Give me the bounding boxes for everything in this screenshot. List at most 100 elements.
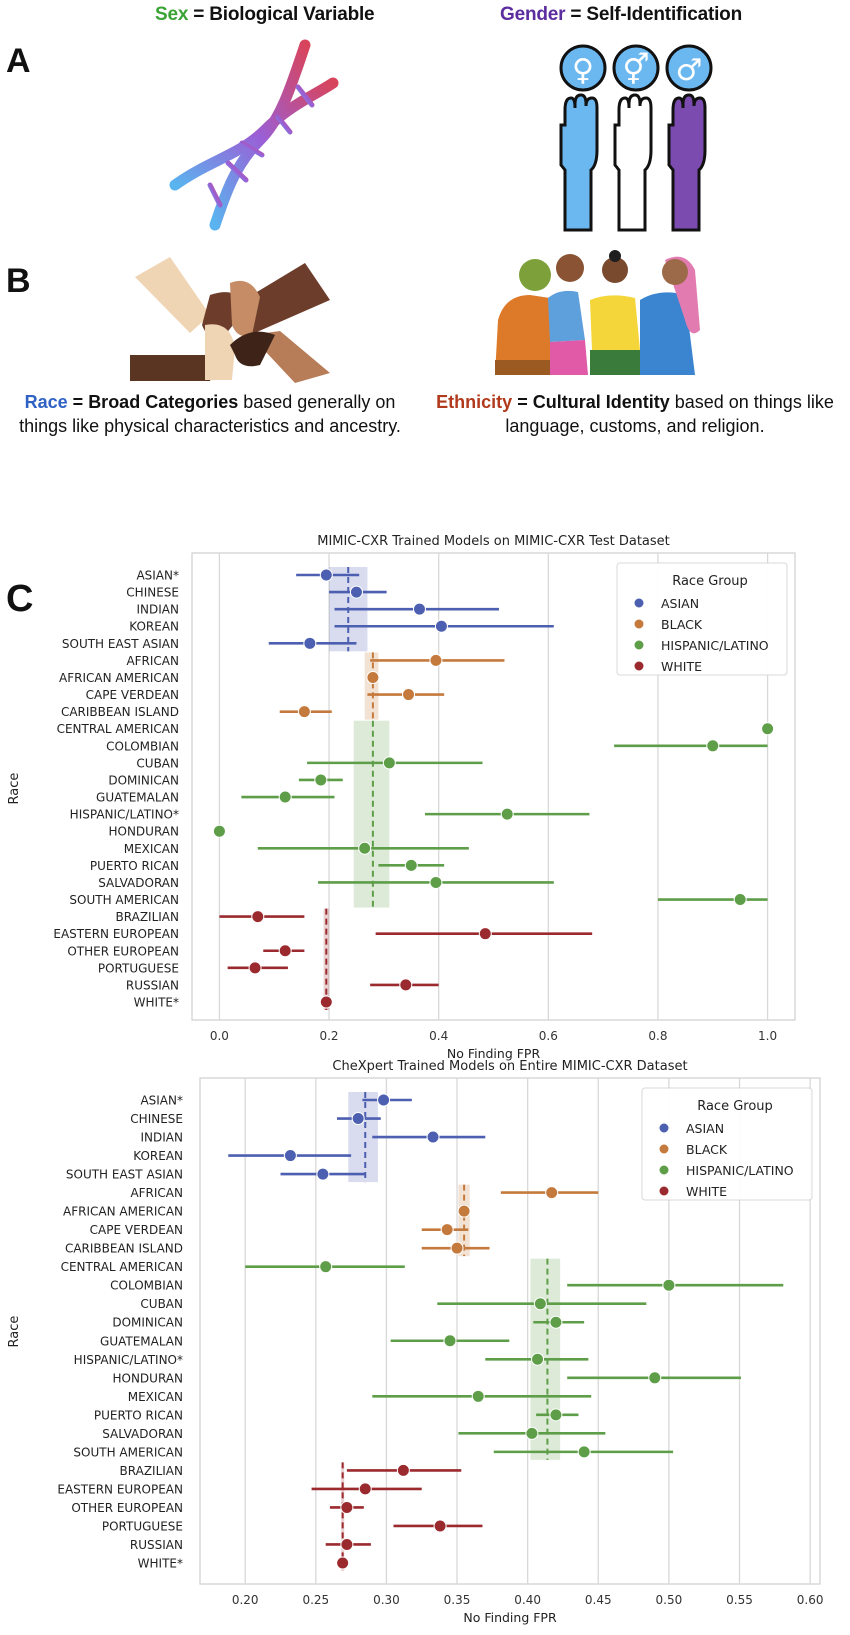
- data-point: [549, 1408, 563, 1422]
- female-symbol-icon: ♀: [559, 44, 607, 92]
- x-tick-label: 0.30: [373, 1593, 400, 1607]
- x-tick-label: 0.25: [302, 1593, 329, 1607]
- chart-chexpert: CheXpert Trained Models on Entire MIMIC-…: [7, 1059, 824, 1625]
- y-tick-label: SALVADORAN: [98, 876, 179, 890]
- y-tick-label: KOREAN: [133, 1149, 183, 1163]
- y-tick-label: MEXICAN: [128, 1390, 183, 1404]
- data-point: [429, 875, 443, 889]
- data-point: [382, 756, 396, 770]
- y-tick-label: BRAZILIAN: [116, 910, 179, 924]
- y-tick-label: PUERTO RICAN: [94, 1408, 183, 1422]
- data-point: [278, 790, 292, 804]
- y-tick-label: OTHER EUROPEAN: [71, 1501, 183, 1515]
- y-tick-label: INDIAN: [137, 603, 179, 617]
- legend-entry: WHITE: [661, 659, 702, 674]
- y-axis-label: Race: [7, 1316, 22, 1348]
- x-tick-label: 0.60: [797, 1593, 824, 1607]
- y-tick-label: DOMINICAN: [108, 773, 179, 787]
- y-tick-label: BRAZILIAN: [120, 1464, 183, 1478]
- panel-label-c: C: [6, 578, 34, 620]
- data-point: [377, 1093, 391, 1107]
- gender-term: Gender: [500, 4, 566, 25]
- y-tick-label: RUSSIAN: [126, 978, 179, 992]
- chart-title: MIMIC-CXR Trained Models on MIMIC-CXR Te…: [317, 534, 670, 549]
- race-term: Race: [24, 392, 68, 412]
- y-tick-label: AFRICAN AMERICAN: [59, 671, 179, 685]
- legend-entry: BLACK: [661, 617, 703, 632]
- legend-marker: [658, 1164, 670, 1176]
- data-point: [358, 841, 372, 855]
- legend-entry: HISPANIC/LATINO: [661, 638, 769, 653]
- group-ci-band: [364, 652, 379, 720]
- y-tick-label: WHITE*: [138, 1557, 183, 1571]
- data-point: [443, 1334, 457, 1348]
- data-point: [336, 1556, 350, 1570]
- sex-definition: = Biological Variable: [188, 4, 375, 25]
- legend-entry: WHITE: [686, 1184, 727, 1199]
- y-tick-label: HISPANIC/LATINO*: [70, 808, 179, 822]
- sex-heading: Sex = Biological Variable: [155, 4, 375, 26]
- x-tick-label: 1.0: [758, 1029, 777, 1043]
- y-tick-label: AFRICAN: [126, 654, 179, 668]
- data-point: [733, 893, 747, 907]
- y-tick-label: PUERTO RICAN: [90, 859, 179, 873]
- data-point: [402, 688, 416, 702]
- legend-entry: ASIAN: [686, 1121, 724, 1136]
- y-tick-label: SOUTH EAST ASIAN: [66, 1168, 183, 1182]
- race-bold: Broad Categories: [88, 392, 239, 412]
- ethnicity-caption: Ethnicity = Cultural Identity based on t…: [420, 390, 850, 438]
- data-point: [648, 1371, 662, 1385]
- x-axis-label: No Finding FPR: [447, 1046, 541, 1061]
- data-point: [366, 670, 380, 684]
- data-point: [525, 1426, 539, 1440]
- y-tick-label: CHINESE: [130, 1112, 183, 1126]
- data-point: [358, 1482, 372, 1496]
- svg-text:♂: ♂: [676, 53, 703, 88]
- white-raised-hand-icon: [613, 93, 653, 232]
- race-eq: =: [67, 392, 89, 412]
- svg-text:⚥: ⚥: [622, 52, 649, 88]
- data-point: [297, 705, 311, 719]
- transgender-symbol-icon: ⚥: [612, 44, 660, 92]
- y-tick-label: MEXICAN: [124, 842, 179, 856]
- ethnicity-bold: Cultural Identity: [532, 392, 670, 412]
- y-tick-label: RUSSIAN: [130, 1538, 183, 1552]
- x-tick-label: 0.4: [429, 1029, 448, 1043]
- data-point: [426, 1130, 440, 1144]
- data-point: [450, 1241, 464, 1255]
- x-tick-label: 0.6: [539, 1029, 558, 1043]
- y-tick-label: HISPANIC/LATINO*: [74, 1353, 183, 1367]
- legend-entry: BLACK: [686, 1142, 728, 1157]
- y-tick-label: HONDURAN: [112, 1371, 183, 1385]
- y-tick-label: WHITE*: [134, 996, 179, 1010]
- joined-hands-illustration: [130, 257, 330, 383]
- legend-box: [641, 1087, 813, 1201]
- data-point: [549, 1315, 563, 1329]
- data-point: [349, 585, 363, 599]
- data-point: [340, 1500, 354, 1514]
- y-axis-label: Race: [7, 773, 22, 805]
- legend-marker: [633, 660, 645, 672]
- data-point: [319, 568, 333, 582]
- y-tick-label: CENTRAL AMERICAN: [61, 1260, 183, 1274]
- y-tick-label: INDIAN: [141, 1131, 183, 1145]
- y-tick-label: CENTRAL AMERICAN: [57, 722, 179, 736]
- x-tick-label: 0.8: [648, 1029, 667, 1043]
- legend-entry: ASIAN: [661, 596, 699, 611]
- data-point: [706, 739, 720, 753]
- y-tick-label: GUATEMALAN: [96, 791, 179, 805]
- purple-raised-hand-icon: [667, 93, 707, 232]
- x-tick-label: 0.40: [514, 1593, 541, 1607]
- y-tick-label: SOUTH AMERICAN: [69, 893, 179, 907]
- legend-title: Race Group: [672, 574, 748, 589]
- panel-label-b: B: [6, 262, 31, 300]
- data-point: [457, 1204, 471, 1218]
- legend-marker: [658, 1143, 670, 1155]
- svg-text:♀: ♀: [572, 53, 594, 88]
- data-point: [396, 1463, 410, 1477]
- y-tick-label: GUATEMALAN: [100, 1334, 183, 1348]
- y-tick-label: OTHER EUROPEAN: [67, 944, 179, 958]
- y-tick-label: HONDURAN: [108, 825, 179, 839]
- y-tick-label: AFRICAN: [130, 1186, 183, 1200]
- y-tick-label: DOMINICAN: [112, 1316, 183, 1330]
